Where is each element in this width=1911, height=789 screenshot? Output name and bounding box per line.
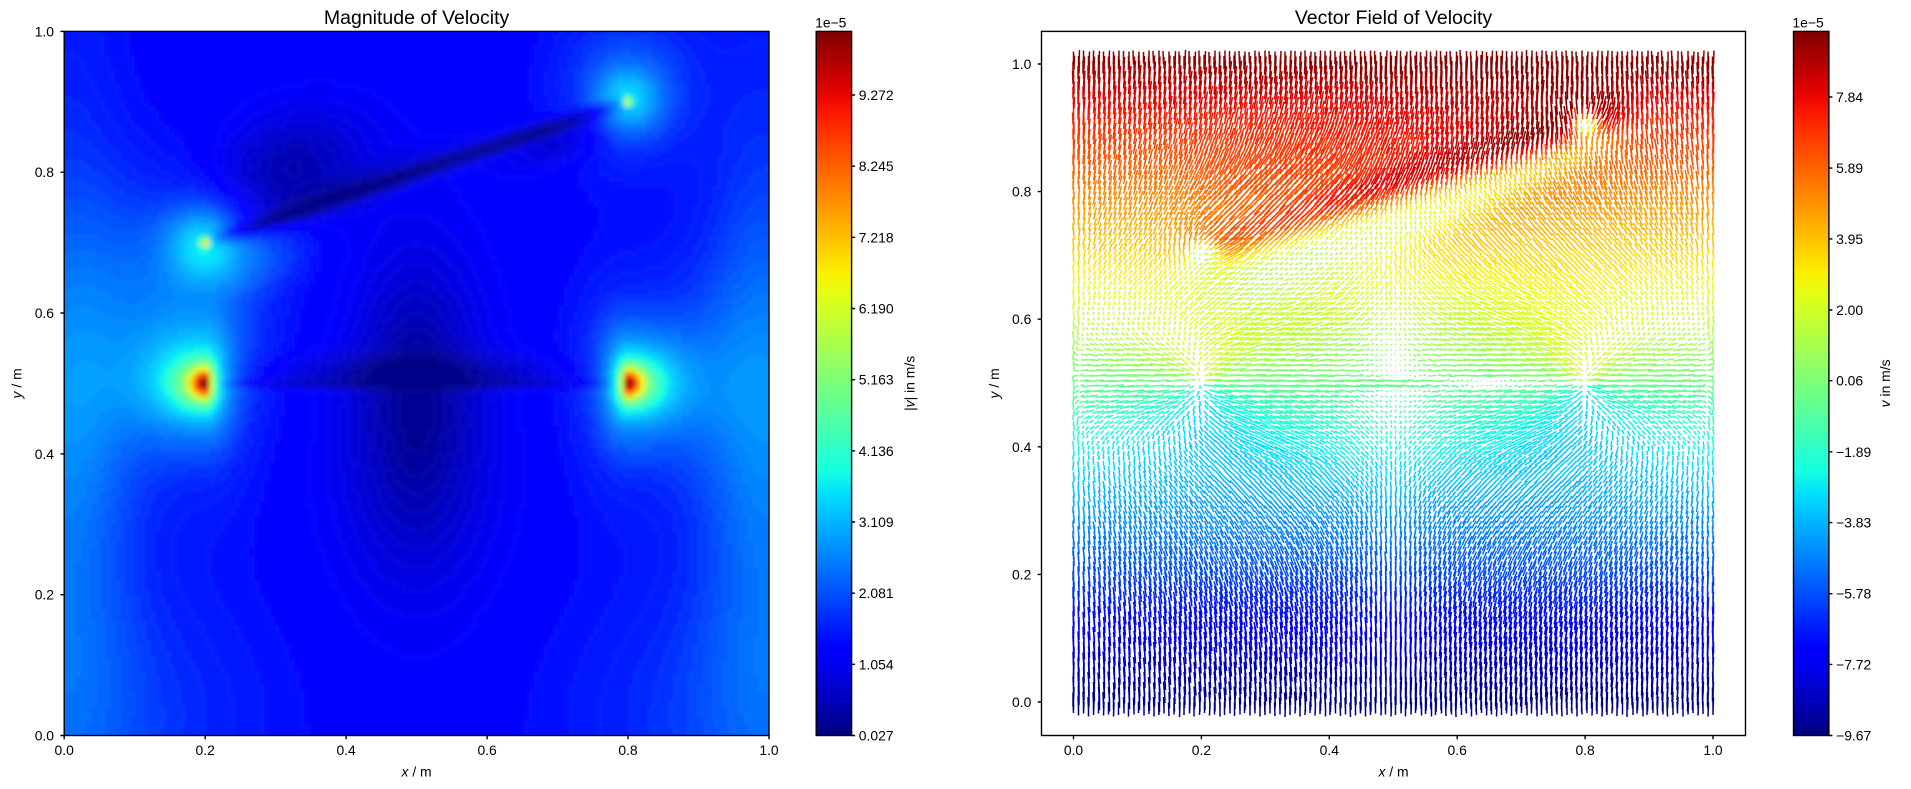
svg-text:1.0: 1.0 bbox=[1703, 742, 1723, 758]
svg-text:−1.89: −1.89 bbox=[1836, 444, 1871, 460]
svg-text:0.8: 0.8 bbox=[1012, 184, 1032, 200]
svg-text:0.2: 0.2 bbox=[35, 587, 55, 603]
svg-text:0.8: 0.8 bbox=[35, 164, 55, 180]
svg-text:9.272: 9.272 bbox=[859, 87, 894, 103]
svg-text:x / m: x / m bbox=[1377, 764, 1408, 780]
svg-text:7.218: 7.218 bbox=[859, 229, 894, 245]
svg-text:3.95: 3.95 bbox=[1836, 231, 1863, 247]
svg-text:0.0: 0.0 bbox=[35, 728, 55, 744]
svg-text:y / m: y / m bbox=[986, 368, 1002, 399]
svg-text:0.06: 0.06 bbox=[1836, 373, 1863, 389]
svg-text:2.081: 2.081 bbox=[859, 585, 894, 601]
svg-text:0.6: 0.6 bbox=[35, 305, 55, 321]
svg-text:−3.83: −3.83 bbox=[1836, 515, 1871, 531]
svg-text:0.0: 0.0 bbox=[1064, 742, 1084, 758]
svg-text:0.4: 0.4 bbox=[35, 446, 55, 462]
svg-text:1.0: 1.0 bbox=[759, 742, 779, 758]
svg-text:1.0: 1.0 bbox=[35, 23, 55, 39]
svg-text:8.245: 8.245 bbox=[859, 158, 894, 174]
svg-text:0.2: 0.2 bbox=[1192, 742, 1212, 758]
svg-text:0.2: 0.2 bbox=[1012, 566, 1032, 582]
svg-text:−7.72: −7.72 bbox=[1836, 656, 1871, 672]
svg-text:0.0: 0.0 bbox=[1012, 694, 1032, 710]
svg-text:0.027: 0.027 bbox=[859, 728, 894, 744]
svg-text:−9.67: −9.67 bbox=[1836, 728, 1871, 744]
svg-text:Magnitude of Velocity: Magnitude of Velocity bbox=[324, 7, 510, 29]
svg-text:2.00: 2.00 bbox=[1836, 302, 1863, 318]
svg-text:0.0: 0.0 bbox=[55, 742, 75, 758]
svg-text:4.136: 4.136 bbox=[859, 443, 894, 459]
svg-text:0.4: 0.4 bbox=[1320, 742, 1340, 758]
svg-text:1.0: 1.0 bbox=[1012, 56, 1032, 72]
svg-text:x / m: x / m bbox=[401, 764, 432, 780]
svg-text:0.6: 0.6 bbox=[1448, 742, 1468, 758]
svg-text:0.4: 0.4 bbox=[1012, 439, 1032, 455]
svg-text:0.2: 0.2 bbox=[196, 742, 216, 758]
svg-text:1.054: 1.054 bbox=[859, 656, 894, 672]
svg-text:1e−5: 1e−5 bbox=[1792, 14, 1824, 30]
svg-text:1e−5: 1e−5 bbox=[815, 14, 847, 30]
svg-text:v in m/s: v in m/s bbox=[1877, 359, 1893, 407]
svg-text:−5.78: −5.78 bbox=[1836, 586, 1871, 602]
svg-text:5.89: 5.89 bbox=[1836, 160, 1863, 176]
svg-text:0.6: 0.6 bbox=[1012, 311, 1032, 327]
svg-text:7.84: 7.84 bbox=[1836, 89, 1863, 105]
svg-text:0.8: 0.8 bbox=[1575, 742, 1595, 758]
svg-text:|v| in m/s: |v| in m/s bbox=[902, 356, 918, 411]
svg-text:Vector Field of Velocity: Vector Field of Velocity bbox=[1295, 7, 1493, 29]
svg-text:0.6: 0.6 bbox=[477, 742, 497, 758]
svg-text:y / m: y / m bbox=[9, 368, 25, 399]
svg-text:5.163: 5.163 bbox=[859, 372, 894, 388]
svg-text:3.109: 3.109 bbox=[859, 514, 894, 530]
svg-text:6.190: 6.190 bbox=[859, 301, 894, 317]
svg-text:0.4: 0.4 bbox=[336, 742, 356, 758]
svg-text:0.8: 0.8 bbox=[618, 742, 638, 758]
